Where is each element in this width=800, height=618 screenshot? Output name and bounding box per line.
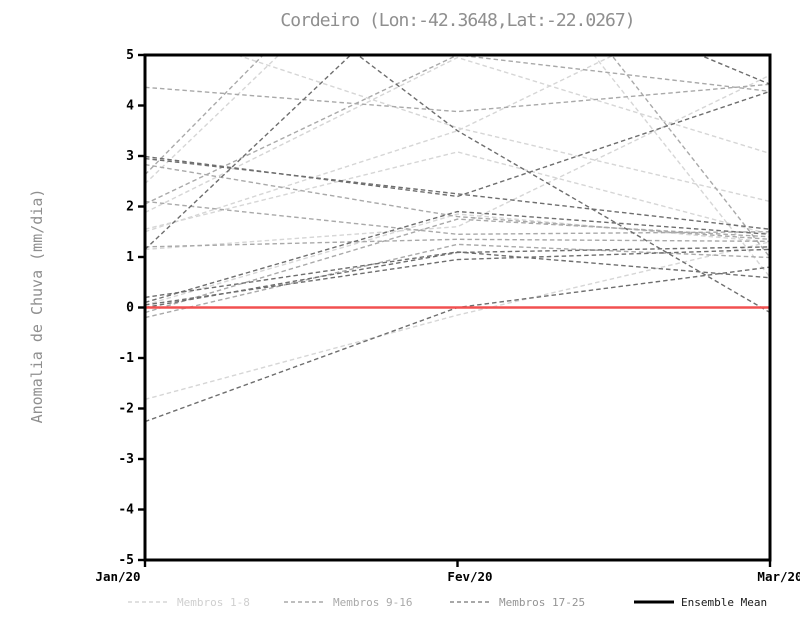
x-tick-label: Mar/20 [757, 569, 800, 584]
member-line-group1 [145, 56, 770, 214]
member-line-group2 [145, 163, 770, 241]
y-tick-label: -5 [118, 553, 134, 568]
legend-item-membros-9-16: Membros 9-16 [284, 594, 412, 610]
y-tick-label: 0 [126, 301, 134, 316]
member-line-group2 [145, 83, 770, 113]
member-line-group3 [145, 210, 770, 304]
member-line-group2 [145, 55, 770, 258]
y-tick-label: 1 [126, 250, 134, 265]
member-line-group1 [234, 55, 770, 203]
member-line-group2 [145, 200, 770, 235]
legend-item-membros-17-25: Membros 17-25 [450, 594, 585, 610]
y-tick-label: 4 [126, 99, 134, 114]
chart-title: Cordeiro (Lon:-42.3648,Lat:-22.0267) [280, 10, 635, 31]
y-tick-label: 5 [126, 48, 134, 63]
member-line-group1 [145, 55, 770, 278]
legend-item-membros-1-8: Membros 1-8 [128, 594, 250, 610]
y-tick-label: -3 [118, 452, 134, 467]
member-line-group2 [145, 243, 770, 319]
x-tick-label: Fev/20 [447, 569, 492, 584]
member-line-group1 [145, 74, 770, 251]
member-line-group3 [145, 90, 770, 198]
member-line-group1 [145, 213, 770, 306]
dashed-line-swatch-dark [450, 601, 492, 603]
member-line-group2 [145, 238, 770, 248]
legend-label: Ensemble Mean [681, 595, 768, 609]
dashed-line-swatch-medium [284, 601, 326, 603]
legend-label: Membros 9-16 [333, 595, 413, 609]
y-tick-label: -2 [118, 402, 134, 417]
y-tick-label: 3 [126, 149, 134, 164]
member-line-group3 [145, 266, 770, 423]
legend-label: Membros 17-25 [499, 595, 586, 609]
y-tick-label: -1 [118, 351, 134, 366]
member-line-group1 [145, 241, 770, 401]
legend-item-ensemble-mean: Ensemble Mean [634, 594, 767, 610]
member-line-group3 [145, 248, 770, 306]
y-tick-label: -4 [118, 503, 134, 518]
member-line-group1 [145, 151, 770, 235]
member-line-group2 [145, 55, 770, 205]
member-line-group1 [145, 55, 616, 233]
member-line-group3 [356, 55, 770, 314]
member-line-group2 [145, 218, 770, 314]
y-tick-label: 2 [126, 200, 134, 215]
solid-line-swatch-black [634, 600, 674, 604]
legend-label: Membros 1-8 [177, 595, 250, 609]
member-line-group3 [145, 55, 770, 250]
x-tick-label: Jan/20 [95, 569, 140, 584]
legend: Membros 1-8 Membros 9-16 Membros 17-25 E… [0, 594, 800, 614]
dashed-line-swatch-light [128, 601, 170, 603]
